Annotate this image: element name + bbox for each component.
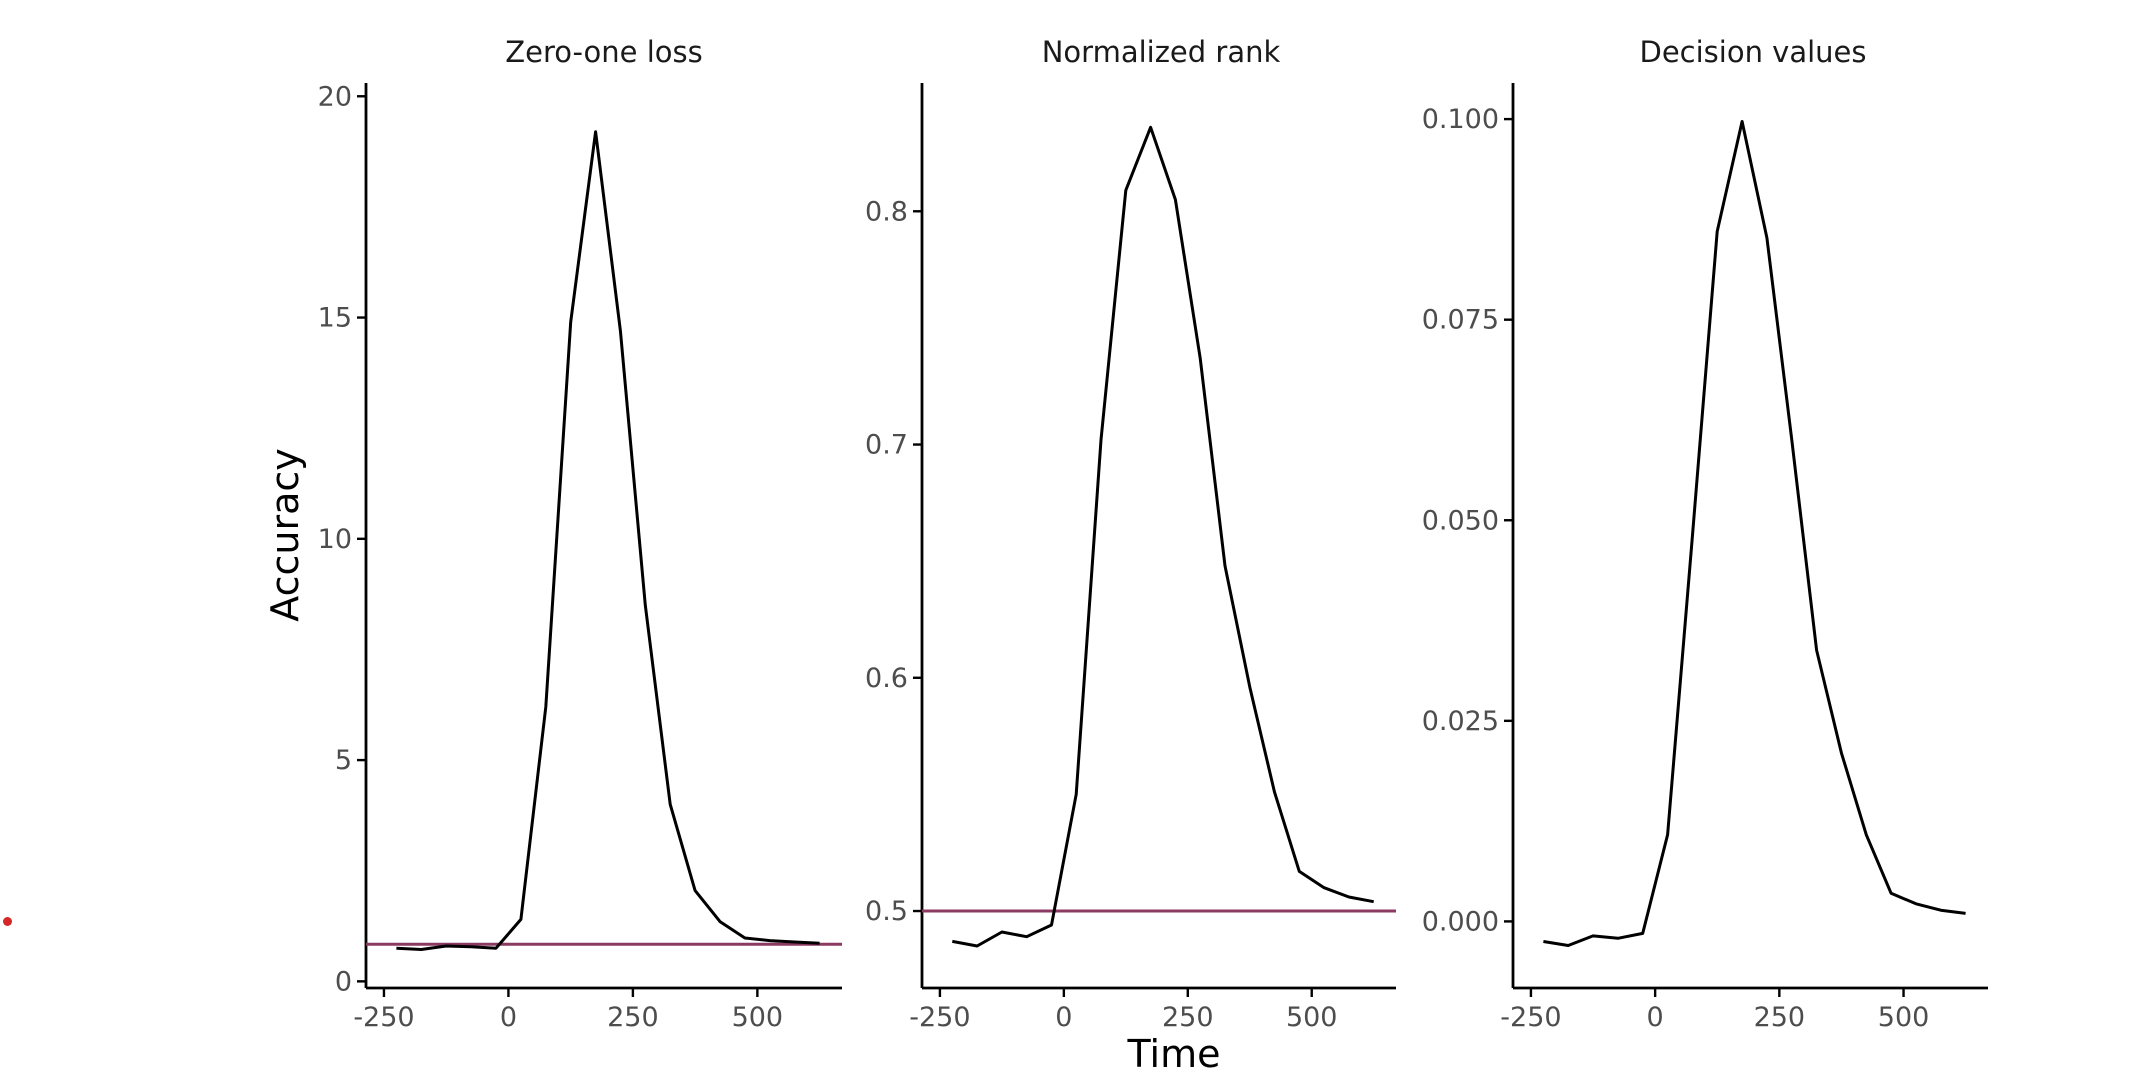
x-tick-label: 0 xyxy=(500,1002,517,1033)
y-tick-label: 0.100 xyxy=(1422,104,1499,135)
x-tick-label: -250 xyxy=(353,1002,414,1033)
x-tick-label: 250 xyxy=(607,1002,659,1033)
y-tick-label: 15 xyxy=(318,303,352,334)
accuracy-series-line xyxy=(952,125,1374,948)
x-tick-label: 500 xyxy=(1878,1002,1930,1033)
y-tick-label: 0.025 xyxy=(1422,706,1499,737)
panel-normalized-rank: Normalized rank 0.5 0.6 0.7 0.8 -250 0 250 500 xyxy=(865,35,1396,1033)
x-tick-label: -250 xyxy=(1500,1002,1561,1033)
x-tick-label: -250 xyxy=(909,1002,970,1033)
y-tick-label: 0.8 xyxy=(865,196,908,227)
x-tick-label: 0 xyxy=(1055,1002,1072,1033)
panel-title: Normalized rank xyxy=(1042,35,1281,69)
panel-title: Decision values xyxy=(1639,35,1866,69)
y-tick-label: 0.050 xyxy=(1422,505,1499,536)
panel-title: Zero-one loss xyxy=(505,35,702,69)
y-tick-label: 10 xyxy=(318,524,352,555)
x-axis-title: Time xyxy=(1127,1032,1221,1076)
y-tick-label: 20 xyxy=(318,81,352,112)
x-tick-label: 500 xyxy=(1286,1002,1338,1033)
accuracy-series-line xyxy=(396,130,820,951)
y-tick-label: 0.075 xyxy=(1422,305,1499,336)
panel-decision-values: Decision values 0.000 0.025 0.050 0.075 0.10… xyxy=(1422,35,1988,1033)
accuracy-series-line xyxy=(1543,120,1966,947)
y-tick-label: 0.5 xyxy=(865,896,908,927)
red-marker-dot xyxy=(3,917,12,926)
x-tick-label: 0 xyxy=(1647,1002,1664,1033)
y-tick-label: 0 xyxy=(335,966,352,997)
x-tick-label: 250 xyxy=(1162,1002,1214,1033)
y-tick-label: 0.000 xyxy=(1422,906,1499,937)
x-tick-label: 250 xyxy=(1754,1002,1806,1033)
y-axis-title: Accuracy xyxy=(263,448,307,622)
y-tick-label: 0.6 xyxy=(865,663,908,694)
x-tick-label: 500 xyxy=(732,1002,784,1033)
y-tick-label: 5 xyxy=(335,745,352,776)
y-tick-label: 0.7 xyxy=(865,430,908,461)
